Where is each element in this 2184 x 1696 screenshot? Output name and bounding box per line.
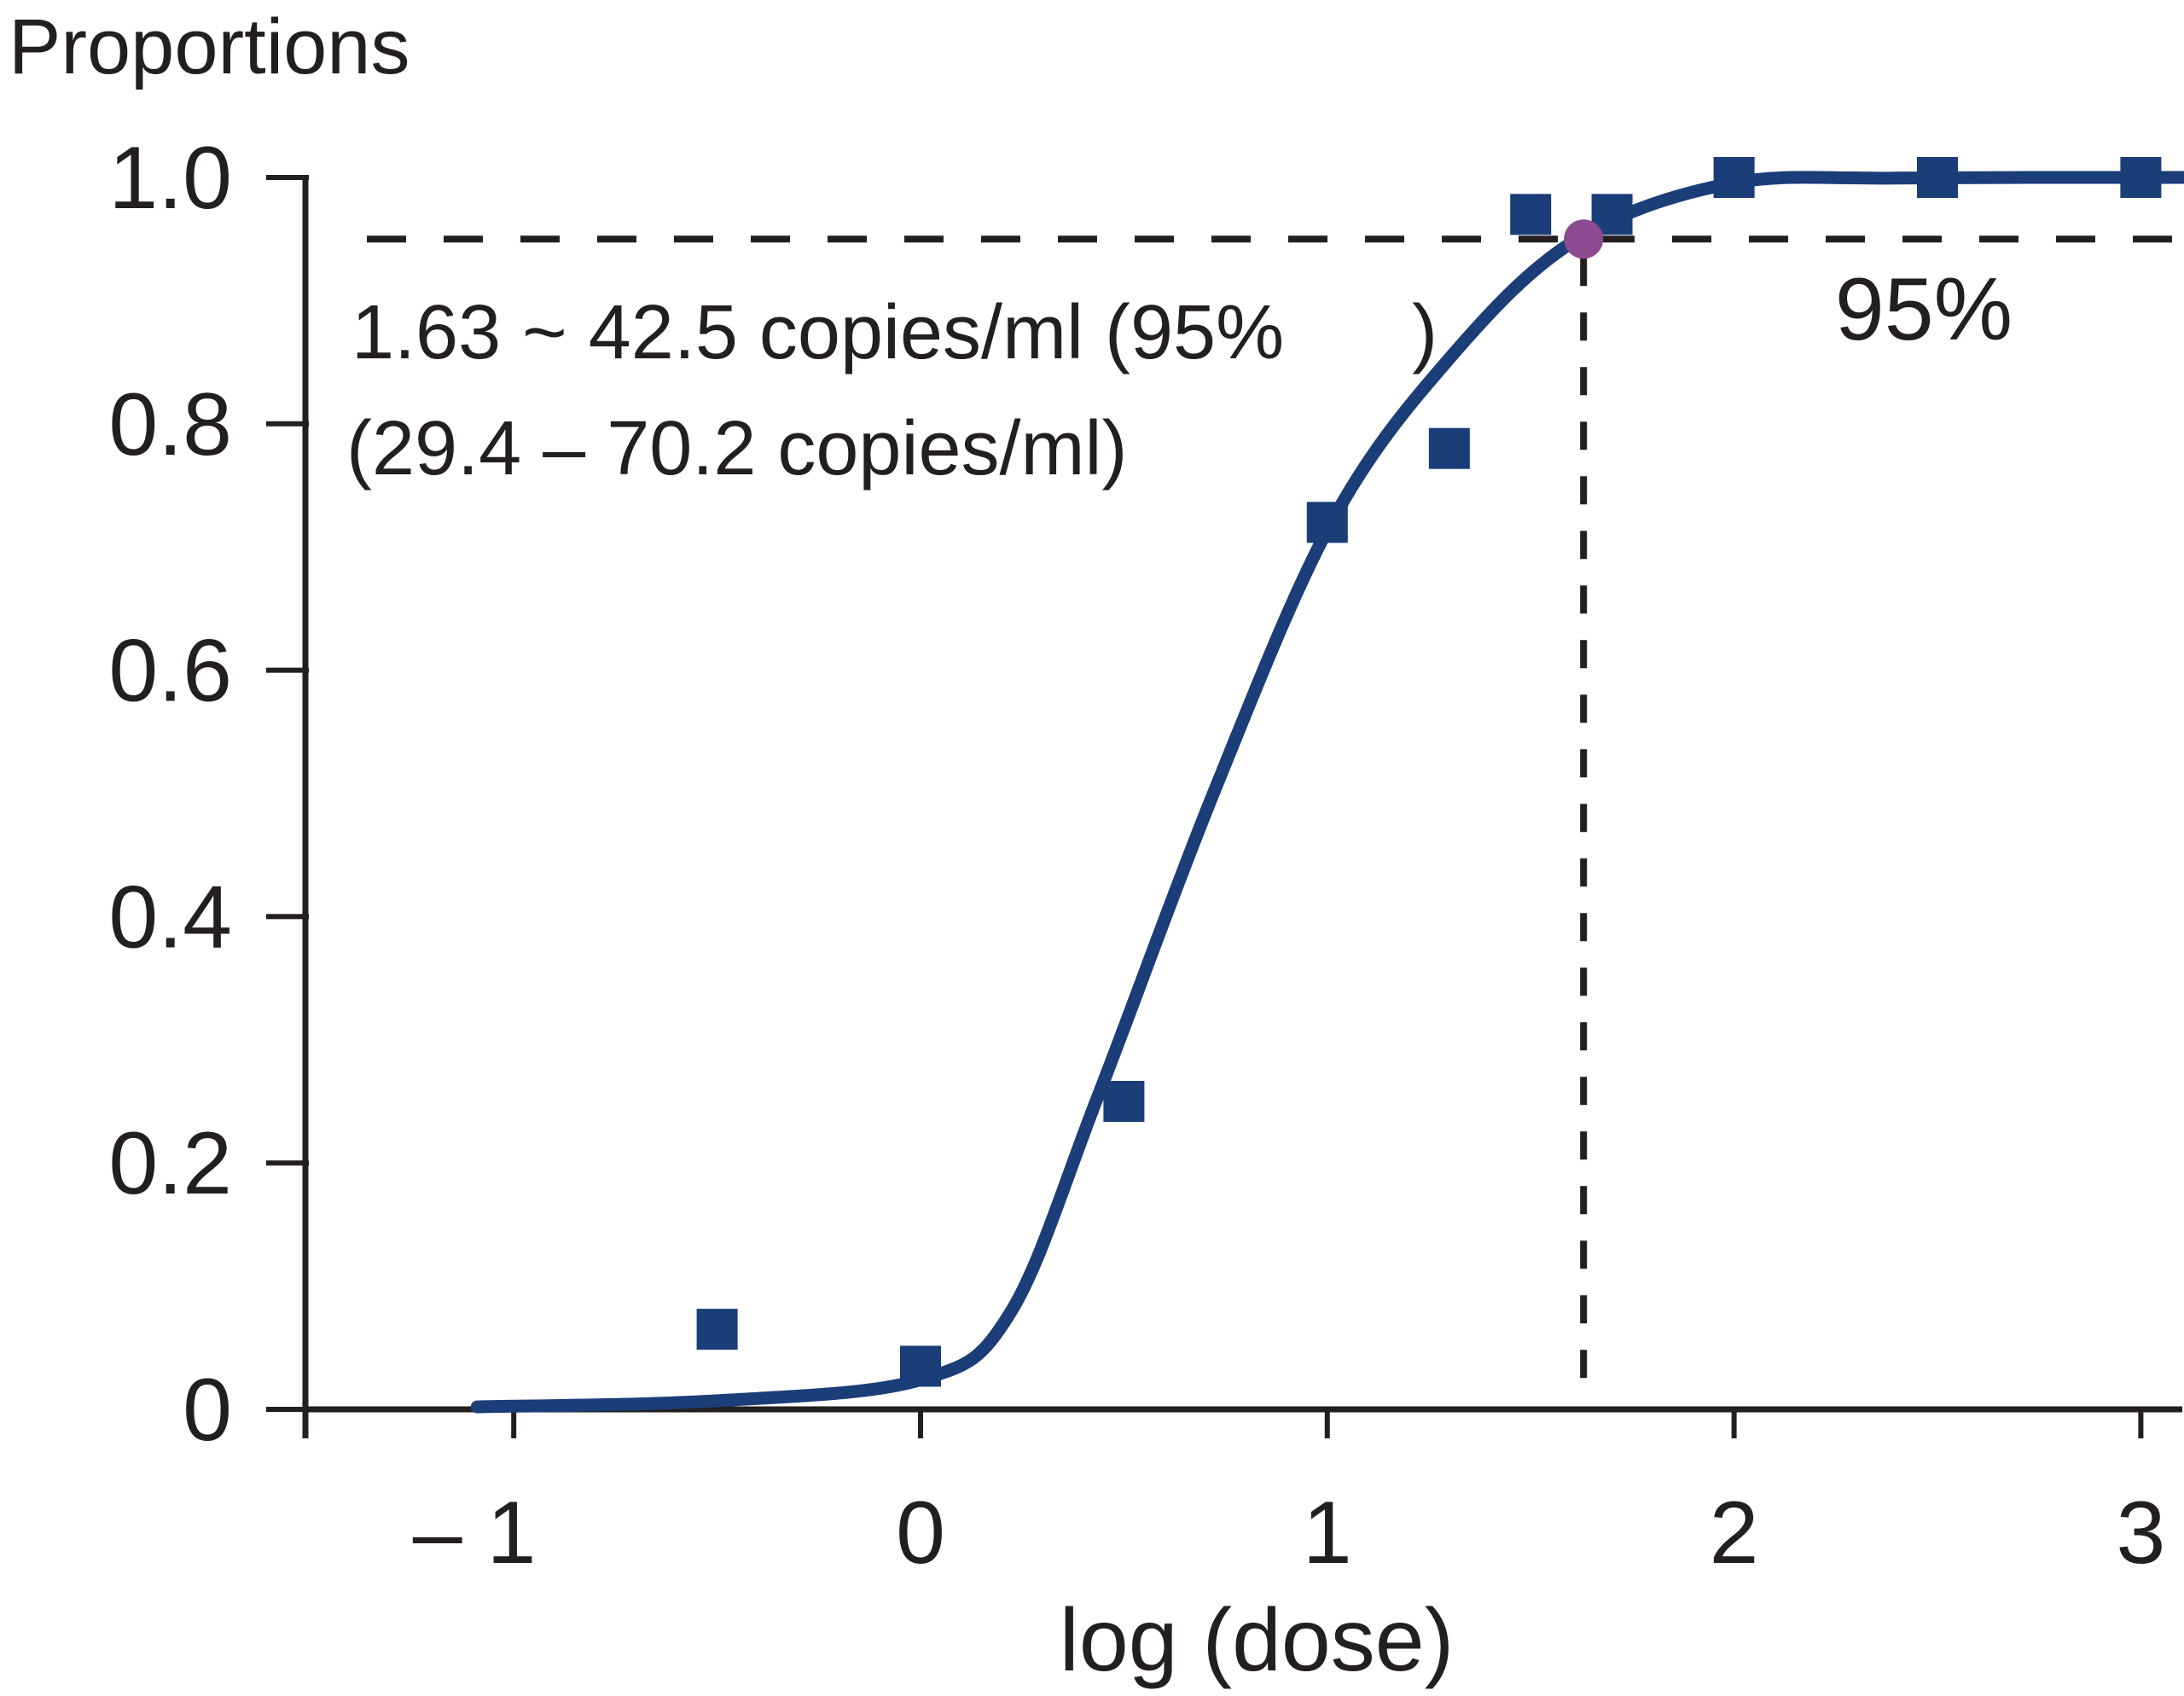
lod-marker-group <box>1564 219 1604 259</box>
data-points-group <box>696 157 2162 1387</box>
lod-95-dot <box>1564 219 1604 259</box>
x-tick-label: 0 <box>896 1484 945 1583</box>
data-point-square <box>1306 502 1348 543</box>
data-point-square <box>900 1345 941 1387</box>
data-point-square <box>1103 1081 1145 1122</box>
data-point-square <box>1917 157 1958 198</box>
reference-lines-group <box>367 235 2181 1403</box>
threshold-label: 95% <box>1835 260 2013 359</box>
lod-annotation-line1: 1.63 ~ 42.5 copies/ml (95% ) <box>351 290 1438 375</box>
data-point-square <box>1428 427 1470 469</box>
y-tick-label: 0.4 <box>108 868 232 967</box>
axes-group: 0 0.2 0.4 0.6 0.8 1.0 – 1 0 1 2 3 <box>108 129 2182 1583</box>
y-tick-label: 1.0 <box>108 129 232 228</box>
x-tick-label: 1 <box>1303 1484 1352 1583</box>
data-point-square <box>2120 157 2162 198</box>
lod-annotation-line2: (29.4 – 70.2 copies/ml) <box>346 406 1127 491</box>
x-axis-title: log (dose) <box>1060 1591 1454 1690</box>
x-tick-label: 3 <box>2116 1484 2165 1583</box>
y-tick-label: 0.2 <box>108 1114 232 1213</box>
data-point-square <box>696 1309 738 1350</box>
y-tick-label: 0.8 <box>108 375 232 474</box>
data-point-square <box>1510 194 1552 235</box>
x-tick-label: 2 <box>1710 1484 1759 1583</box>
y-tick-label: 0.6 <box>108 622 232 721</box>
data-point-square <box>1713 157 1755 198</box>
x-tick-label: – 1 <box>413 1484 537 1583</box>
fitted-curve <box>470 171 2184 1414</box>
fitted-curve-group <box>470 171 2184 1414</box>
y-tick-label: 0 <box>183 1361 232 1460</box>
chart-title: Proportions <box>9 3 410 90</box>
